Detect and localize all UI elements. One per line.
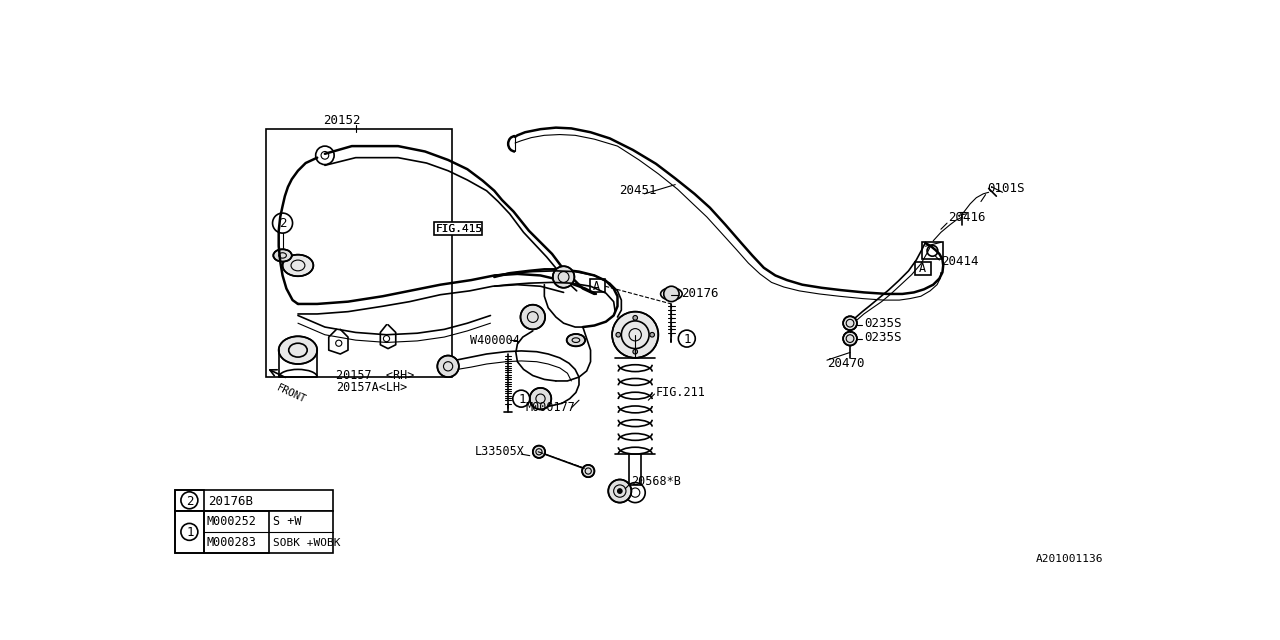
Ellipse shape xyxy=(567,334,585,346)
Circle shape xyxy=(180,492,198,509)
Bar xyxy=(915,262,931,275)
Circle shape xyxy=(632,316,637,320)
Text: W400004: W400004 xyxy=(470,333,520,347)
Bar xyxy=(175,490,204,511)
Circle shape xyxy=(513,390,530,407)
Circle shape xyxy=(844,316,858,330)
Text: 1: 1 xyxy=(187,526,193,539)
Text: 2: 2 xyxy=(187,495,193,508)
Bar xyxy=(266,129,452,377)
Text: 0101S: 0101S xyxy=(987,182,1024,195)
Text: FIG.415: FIG.415 xyxy=(435,224,483,234)
Ellipse shape xyxy=(274,249,292,262)
Bar xyxy=(175,511,204,554)
Bar xyxy=(590,279,605,292)
Text: A: A xyxy=(593,280,600,292)
Text: M000177: M000177 xyxy=(525,401,575,415)
Text: 0235S: 0235S xyxy=(864,317,901,330)
Bar xyxy=(175,511,333,554)
Ellipse shape xyxy=(283,255,314,276)
Text: 20176B: 20176B xyxy=(207,495,253,508)
Text: S +W: S +W xyxy=(273,515,301,529)
Circle shape xyxy=(650,332,654,337)
Text: SOBK +WOBK: SOBK +WOBK xyxy=(273,538,340,548)
Bar xyxy=(204,511,270,554)
Circle shape xyxy=(582,465,594,477)
Text: 20157A<LH>: 20157A<LH> xyxy=(337,381,408,394)
Text: A201001136: A201001136 xyxy=(1036,554,1103,564)
Bar xyxy=(434,221,483,236)
Circle shape xyxy=(521,305,545,330)
Text: 20416: 20416 xyxy=(948,211,986,224)
Bar xyxy=(922,243,943,259)
Text: 2: 2 xyxy=(279,218,287,230)
Text: 20152: 20152 xyxy=(324,114,361,127)
Ellipse shape xyxy=(279,336,317,364)
Bar xyxy=(175,490,333,511)
Circle shape xyxy=(616,332,621,337)
Text: 20176: 20176 xyxy=(681,287,718,300)
Text: M000283: M000283 xyxy=(206,536,256,549)
Circle shape xyxy=(530,388,552,410)
Circle shape xyxy=(612,312,658,358)
Circle shape xyxy=(664,286,680,301)
Text: M000252: M000252 xyxy=(206,515,256,529)
Text: FRONT: FRONT xyxy=(275,383,307,405)
Text: 0235S: 0235S xyxy=(864,330,901,344)
Circle shape xyxy=(632,349,637,354)
Circle shape xyxy=(180,524,198,540)
Text: L33505X: L33505X xyxy=(475,445,525,458)
Circle shape xyxy=(532,445,545,458)
Circle shape xyxy=(617,489,622,493)
Text: A: A xyxy=(919,262,925,275)
Circle shape xyxy=(678,330,695,347)
Text: 20568*B: 20568*B xyxy=(631,474,681,488)
Text: 1: 1 xyxy=(518,393,526,406)
Circle shape xyxy=(844,332,858,346)
Circle shape xyxy=(553,266,575,288)
Text: 20414: 20414 xyxy=(941,255,978,268)
Text: FIG.415: FIG.415 xyxy=(435,224,483,234)
Circle shape xyxy=(608,479,631,502)
Text: FIG.211: FIG.211 xyxy=(657,386,705,399)
Text: 1: 1 xyxy=(684,333,691,346)
Circle shape xyxy=(438,356,460,377)
Text: 20451: 20451 xyxy=(620,184,657,197)
Text: 20470: 20470 xyxy=(827,356,864,370)
Text: 20157  <RH>: 20157 <RH> xyxy=(337,369,415,382)
